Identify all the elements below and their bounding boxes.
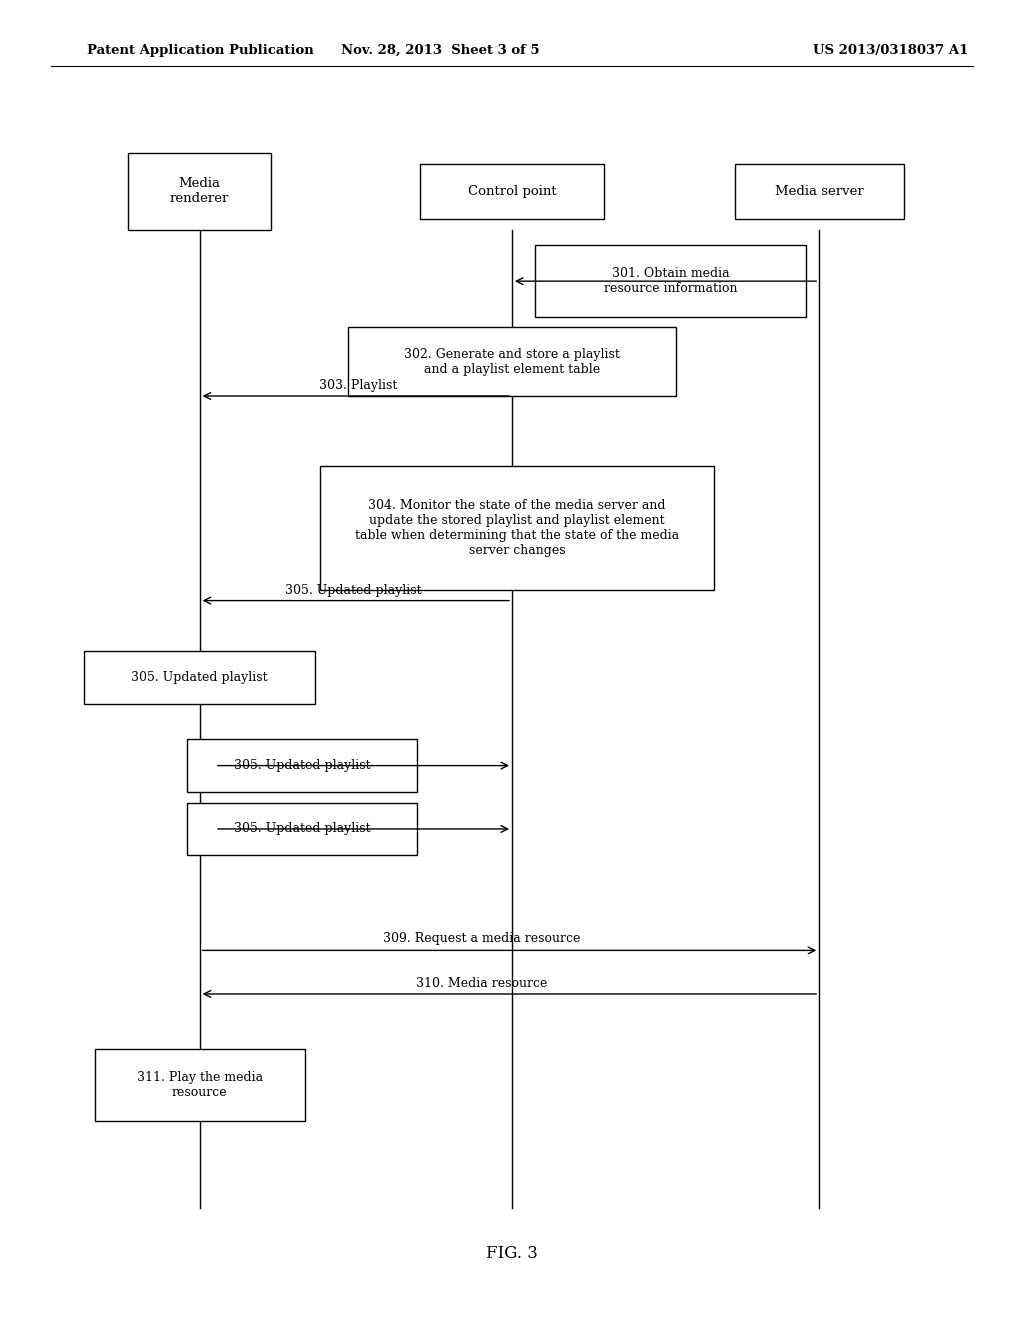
- Text: US 2013/0318037 A1: US 2013/0318037 A1: [813, 44, 969, 57]
- Bar: [186, 803, 418, 855]
- Text: 305. Updated playlist: 305. Updated playlist: [285, 583, 422, 597]
- Text: FIG. 3: FIG. 3: [486, 1246, 538, 1262]
- Text: Nov. 28, 2013  Sheet 3 of 5: Nov. 28, 2013 Sheet 3 of 5: [341, 44, 540, 57]
- Text: Patent Application Publication: Patent Application Publication: [87, 44, 313, 57]
- Bar: [735, 164, 904, 219]
- Text: 305. Updated playlist: 305. Updated playlist: [233, 759, 371, 772]
- Bar: [319, 466, 715, 590]
- Bar: [535, 244, 807, 317]
- Bar: [95, 1048, 305, 1122]
- Text: 305. Updated playlist: 305. Updated playlist: [233, 822, 371, 836]
- Bar: [128, 153, 271, 230]
- Text: 311. Play the media
resource: 311. Play the media resource: [136, 1071, 263, 1100]
- Bar: [186, 739, 418, 792]
- Bar: [84, 651, 315, 704]
- Text: 302. Generate and store a playlist
and a playlist element table: 302. Generate and store a playlist and a…: [404, 347, 620, 376]
- Text: Media
renderer: Media renderer: [170, 177, 229, 206]
- Text: 309. Request a media resource: 309. Request a media resource: [383, 932, 580, 945]
- Text: Control point: Control point: [468, 185, 556, 198]
- Text: 303. Playlist: 303. Playlist: [319, 379, 397, 392]
- Text: 301. Obtain media
resource information: 301. Obtain media resource information: [604, 267, 737, 296]
- Text: Media server: Media server: [775, 185, 863, 198]
- Text: 305. Updated playlist: 305. Updated playlist: [131, 671, 268, 684]
- Bar: [420, 164, 604, 219]
- Bar: [348, 327, 676, 396]
- Text: 304. Monitor the state of the media server and
update the stored playlist and pl: 304. Monitor the state of the media serv…: [355, 499, 679, 557]
- Text: 310. Media resource: 310. Media resource: [416, 977, 547, 990]
